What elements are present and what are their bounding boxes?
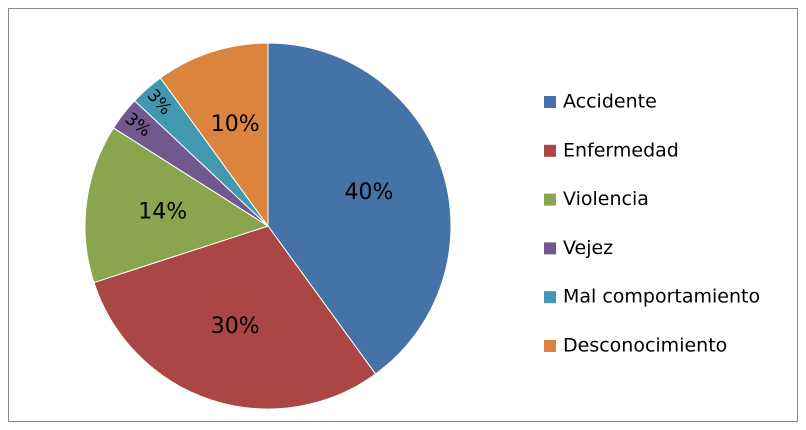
legend-label: Desconocimiento (563, 335, 727, 357)
pie-slice (159, 42, 269, 228)
legend-swatch (544, 193, 556, 206)
legend-swatch (544, 242, 556, 255)
legend-label: Mal comportamiento (563, 286, 760, 308)
legend-label: Accidente (563, 91, 657, 113)
pie-slice (84, 127, 270, 284)
data-label: 40% (344, 180, 393, 205)
legend-swatch (544, 291, 556, 304)
data-label: 10% (211, 112, 260, 137)
legend-label: Vejez (563, 237, 613, 259)
legend-label: Violencia (563, 188, 649, 210)
pie-slice (267, 42, 452, 375)
pie-slice (93, 225, 377, 410)
data-label: 14% (138, 200, 187, 225)
legend-label: Enfermedad (563, 139, 679, 161)
legend-swatch (544, 340, 556, 352)
data-label: 30% (211, 314, 260, 339)
legend-swatch (544, 144, 556, 157)
legend-swatch (544, 96, 556, 108)
